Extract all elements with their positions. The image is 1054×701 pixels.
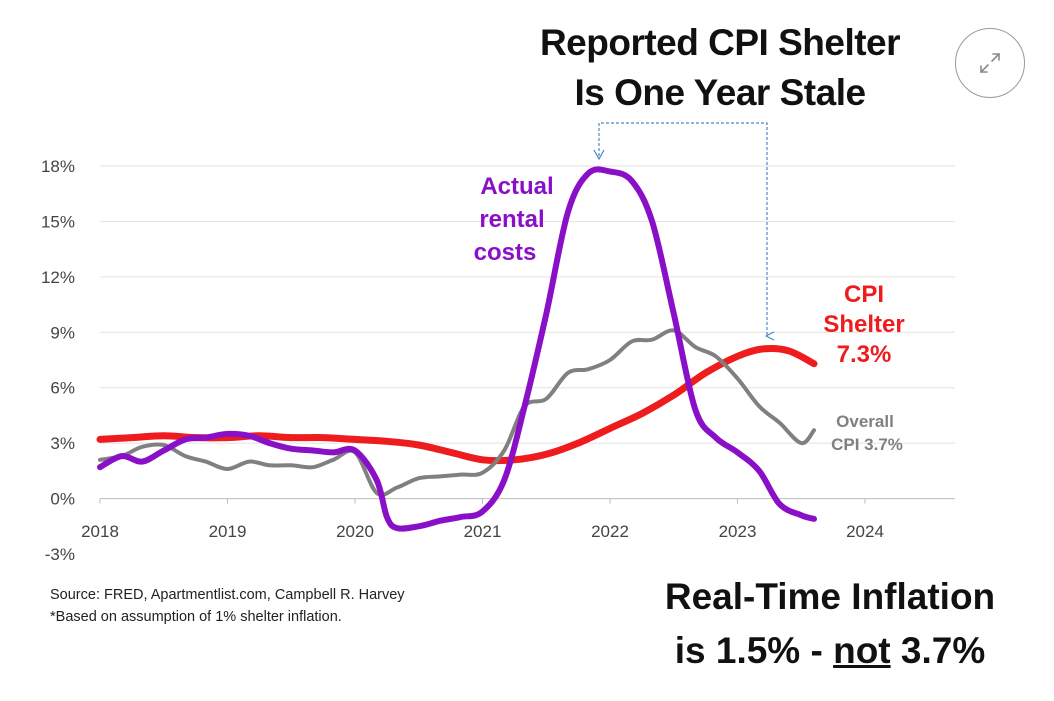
lag-arrow <box>593 122 767 336</box>
series-line-actual-rental <box>97 166 817 532</box>
title-line-1: Reported CPI Shelter <box>539 22 901 63</box>
actual-rental-line-2: rental <box>479 206 544 233</box>
conclusion-line-2: is 1.5% - not 3.7% <box>620 624 1040 678</box>
x-tick-label: 2019 <box>209 522 247 541</box>
cpi-shelter-line-1: CPI <box>844 281 884 308</box>
source-line-2: *Based on assumption of 1% shelter infla… <box>50 609 342 625</box>
x-tick-label: 2021 <box>464 522 502 541</box>
series-line-overall-cpi <box>98 328 816 497</box>
x-tick-label: 2020 <box>336 522 374 541</box>
y-tick-label: 18% <box>41 157 75 176</box>
actual-rental-line-3: costs <box>474 239 537 266</box>
y-tick-label: 0% <box>50 490 75 509</box>
cpi-shelter-label: CPI Shelter 7.3% <box>823 281 904 368</box>
x-axis-ticks: 2018 2019 2020 2021 2022 2023 2024 <box>81 498 884 541</box>
conclusion-post: 3.7% <box>890 630 986 671</box>
conclusion-line-1: Real-Time Inflation <box>664 576 996 617</box>
x-tick-label: 2018 <box>81 522 119 541</box>
source-line-1: Source: FRED, Apartmentlist.com, Campbel… <box>50 587 405 603</box>
y-tick-label: 9% <box>50 323 75 342</box>
actual-rental-label: Actual rental costs <box>474 173 554 266</box>
conclusion-not: not <box>833 630 891 671</box>
x-tick-label: 2024 <box>846 522 884 541</box>
cpi-shelter-line-2: Shelter <box>823 311 904 338</box>
source-note: Source: FRED, Apartmentlist.com, Campbel… <box>50 584 405 628</box>
expand-button[interactable] <box>955 28 1025 98</box>
x-tick-label: 2023 <box>719 522 757 541</box>
overall-cpi-line-2: CPI 3.7% <box>831 435 903 454</box>
series-line-cpi-shelter <box>96 344 818 465</box>
actual-rental-line-1: Actual <box>480 173 553 200</box>
chart-title: Reported CPI Shelter Is One Year Stale <box>470 18 970 118</box>
y-tick-label: -3% <box>45 545 75 564</box>
overall-cpi-label: Overall CPI 3.7% <box>831 412 903 454</box>
y-tick-label: 12% <box>41 268 75 287</box>
conclusion-text: Real-Time Inflation is 1.5% - not 3.7% <box>620 570 1040 678</box>
title-line-2: Is One Year Stale <box>574 72 866 113</box>
y-tick-label: 15% <box>41 212 75 231</box>
y-tick-label: 3% <box>50 434 75 453</box>
series-lines <box>96 166 818 532</box>
y-tick-label: 6% <box>50 379 75 398</box>
x-tick-label: 2022 <box>591 522 629 541</box>
expand-icon <box>980 53 1000 73</box>
cpi-shelter-line-3: 7.3% <box>837 341 892 368</box>
y-axis-ticks: 18% 15% 12% 9% 6% 3% 0% -3% <box>41 157 75 564</box>
conclusion-pre: is 1.5% - <box>674 630 834 671</box>
overall-cpi-line-1: Overall <box>836 412 894 431</box>
gridlines <box>100 165 955 500</box>
